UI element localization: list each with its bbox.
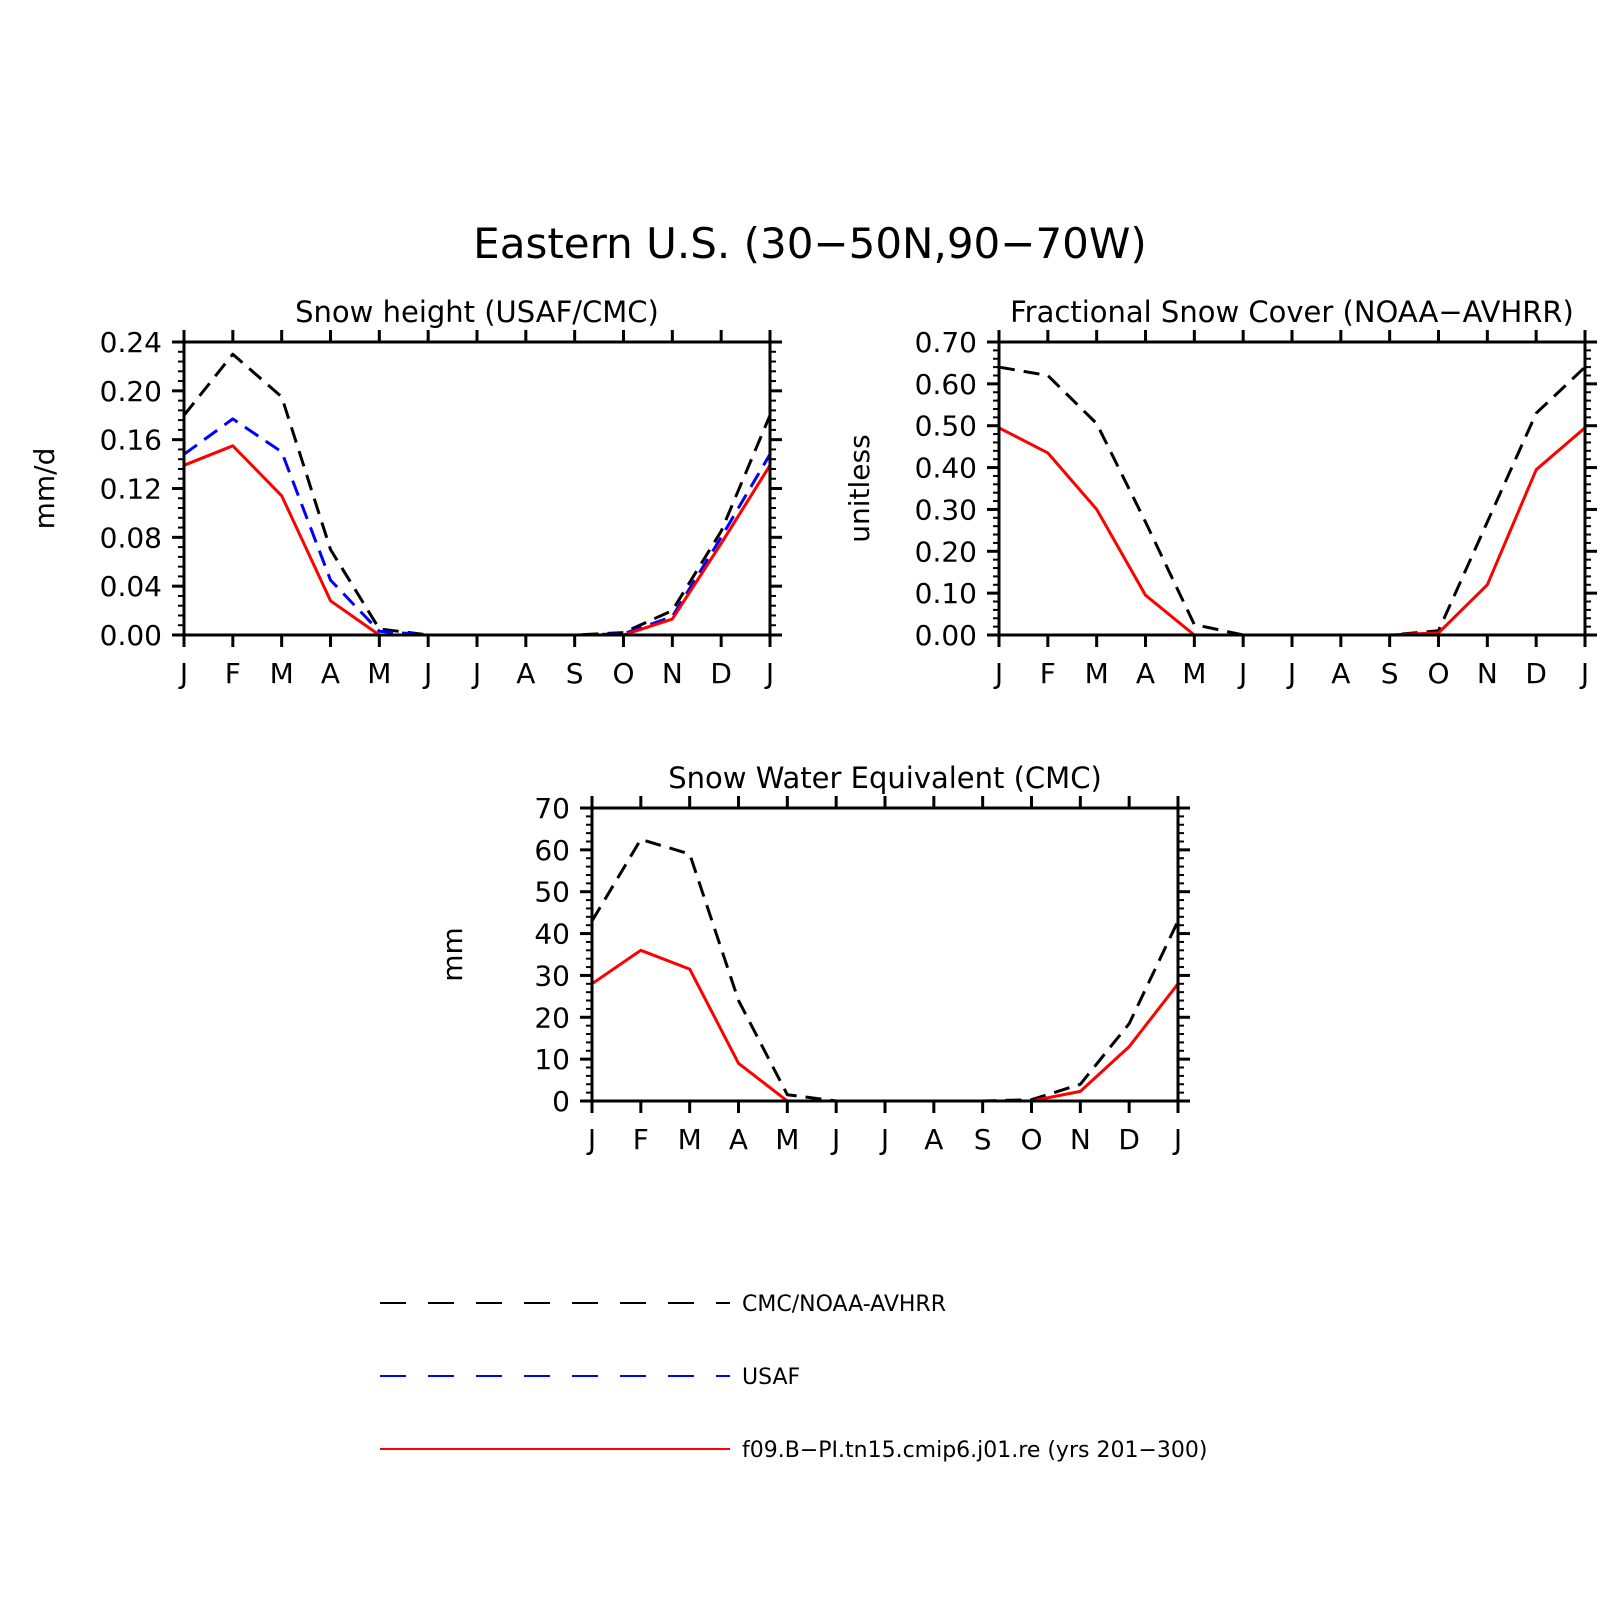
y-tick-label: 0.04 [100, 570, 162, 603]
legend-entry: f09.B−PI.tn15.cmip6.j01.re (yrs 201−300) [380, 1438, 1207, 1463]
x-tick-label: J [1286, 657, 1296, 690]
y-tick-label: 20 [534, 1001, 570, 1034]
model-series-line [999, 426, 1585, 635]
y-tick-label: 0.10 [915, 577, 977, 610]
fractional-snow-cover-panel: J F M A M J J A S O N D J0.000.100.200.300.400.500.6… [843, 295, 1597, 690]
y-tick-label: 0.00 [915, 619, 977, 652]
cmc-series-line [592, 837, 1178, 1101]
cmc-series-line [999, 365, 1585, 635]
legend-label-model: f09.B−PI.tn15.cmip6.j01.re (yrs 201−300) [742, 1438, 1207, 1463]
y-tick-label: 0.20 [915, 535, 977, 568]
x-tick-label: M [270, 657, 294, 690]
x-tick-label: J [422, 657, 432, 690]
figure-title: Eastern U.S. (30−50N,90−70W) [473, 219, 1147, 268]
x-tick-label: M [1182, 657, 1206, 690]
y-axis-label: mm/d [28, 448, 61, 530]
snow-height-panel: J F M A M J J A S O N D J0.000.040.080.120.160.200.2… [28, 295, 782, 690]
x-tick-label: J [879, 1123, 889, 1156]
x-tick-label: M [1085, 657, 1109, 690]
y-tick-label: 50 [534, 876, 570, 909]
y-tick-label: 0.00 [100, 619, 162, 652]
y-tick-label: 0.40 [915, 452, 977, 485]
x-tick-label: F [225, 657, 241, 690]
x-tick-label: M [678, 1123, 702, 1156]
x-tick-label: O [612, 657, 634, 690]
x-tick-label: N [662, 657, 683, 690]
x-tick-label: D [1118, 1123, 1140, 1156]
y-tick-label: 0.60 [915, 368, 977, 401]
x-tick-label: F [1040, 657, 1056, 690]
legend-label-usaf: USAF [742, 1365, 800, 1390]
y-tick-label: 30 [534, 959, 570, 992]
x-tick-label: S [1381, 657, 1399, 690]
x-tick-label: A [729, 1123, 748, 1156]
x-tick-label: A [924, 1123, 943, 1156]
x-tick-label: A [1136, 657, 1155, 690]
y-tick-label: 0 [552, 1085, 570, 1118]
x-tick-label: J [830, 1123, 840, 1156]
x-tick-label: J [764, 657, 774, 690]
x-tick-label: J [1172, 1123, 1182, 1156]
y-tick-label: 10 [534, 1043, 570, 1076]
x-tick-label: O [1427, 657, 1449, 690]
y-tick-label: 60 [534, 834, 570, 867]
y-axis-label: unitless [843, 434, 876, 542]
y-tick-label: 0.08 [100, 521, 162, 554]
x-tick-label: A [321, 657, 340, 690]
x-tick-label: J [1579, 657, 1589, 690]
cmc-series-line [184, 352, 770, 635]
y-tick-label: 70 [534, 792, 570, 825]
x-tick-label: O [1020, 1123, 1042, 1156]
plot-frame [997, 340, 1587, 637]
x-tick-label: J [471, 657, 481, 690]
legend-entry: USAF [380, 1365, 800, 1390]
panel-title: Snow height (USAF/CMC) [295, 295, 659, 329]
x-tick-label: J [1237, 657, 1247, 690]
x-tick-label: J [993, 657, 1003, 690]
x-tick-label: N [1070, 1123, 1091, 1156]
y-tick-label: 0.12 [100, 473, 162, 506]
y-tick-label: 0.70 [915, 326, 977, 359]
y-axis-label: mm [436, 927, 469, 982]
x-tick-label: S [566, 657, 584, 690]
x-tick-label: F [633, 1123, 649, 1156]
x-tick-label: D [1525, 657, 1547, 690]
legend-label-cmc: CMC/NOAA-AVHRR [742, 1292, 946, 1317]
y-tick-label: 0.50 [915, 410, 977, 443]
x-tick-label: M [775, 1123, 799, 1156]
x-tick-label: A [516, 657, 535, 690]
plot-frame [182, 340, 772, 637]
x-tick-label: M [367, 657, 391, 690]
y-tick-label: 0.30 [915, 493, 977, 526]
x-tick-label: A [1331, 657, 1350, 690]
x-tick-label: N [1477, 657, 1498, 690]
y-tick-label: 0.16 [100, 424, 162, 457]
x-tick-label: D [710, 657, 732, 690]
x-tick-label: J [586, 1123, 596, 1156]
model-series-line [592, 948, 1178, 1101]
y-tick-label: 0.24 [100, 326, 162, 359]
y-tick-label: 0.20 [100, 375, 162, 408]
x-tick-label: S [974, 1123, 992, 1156]
x-tick-label: J [178, 657, 188, 690]
model-series-line [184, 444, 770, 635]
legend-entry: CMC/NOAA-AVHRR [380, 1292, 946, 1317]
panel-title: Fractional Snow Cover (NOAA−AVHRR) [1010, 295, 1574, 329]
panel-title: Snow Water Equivalent (CMC) [668, 761, 1102, 795]
y-tick-label: 40 [534, 918, 570, 951]
legend: CMC/NOAA-AVHRR USAF f09.B−PI.tn15.cmip6.… [380, 1292, 1207, 1463]
